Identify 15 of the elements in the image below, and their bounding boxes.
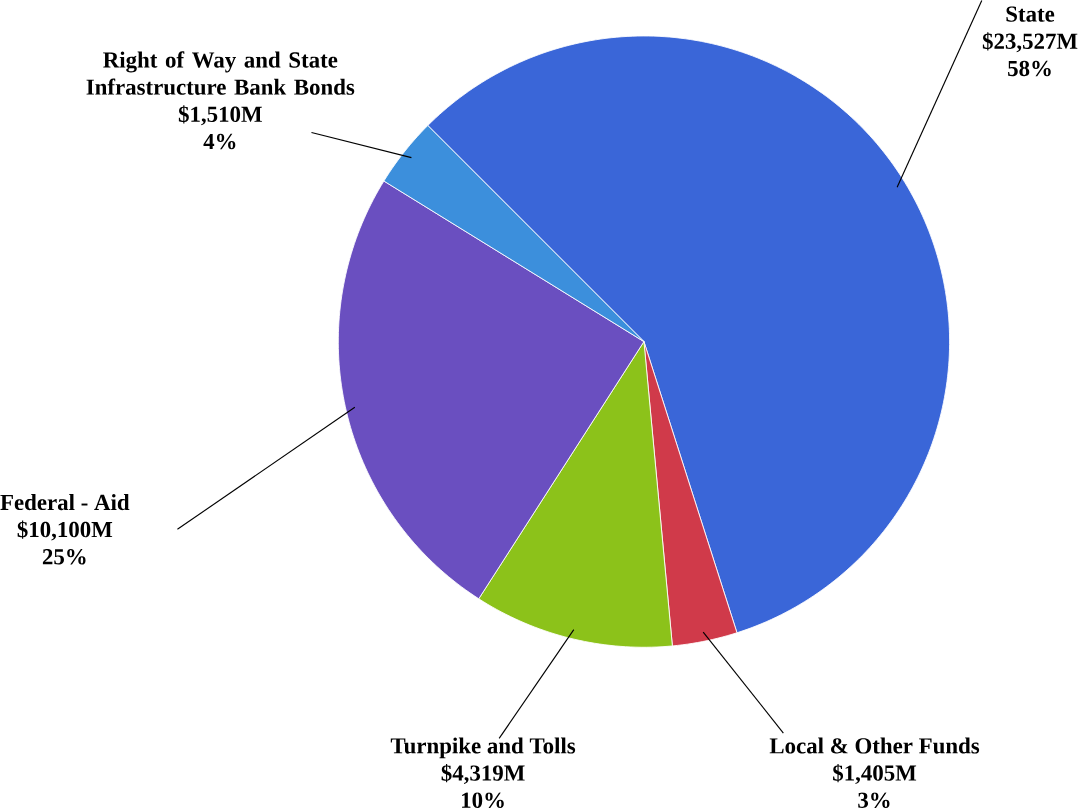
text: 58%	[1008, 60, 1051, 77]
data-label: $1,510M	[178, 105, 262, 126]
data-label: $10,100M	[17, 520, 113, 541]
data-label: $23,527M	[982, 32, 1078, 53]
text: 3%	[858, 792, 890, 808]
text: 10%	[462, 792, 504, 808]
slice-label: Right of Way and State Infrastructure Bank Bonds	[86, 51, 355, 95]
slice-label: Local & Other Funds	[769, 737, 980, 754]
data-label: $1,405M	[833, 763, 917, 785]
slice-label: Federal - Aid	[0, 494, 130, 511]
text: 25%	[42, 549, 86, 565]
data-label: $4,319M	[441, 763, 525, 785]
slice-label: State	[1006, 6, 1055, 22]
slice-label: Turnpike and Tolls	[390, 737, 576, 759]
text: 4%	[203, 133, 236, 150]
